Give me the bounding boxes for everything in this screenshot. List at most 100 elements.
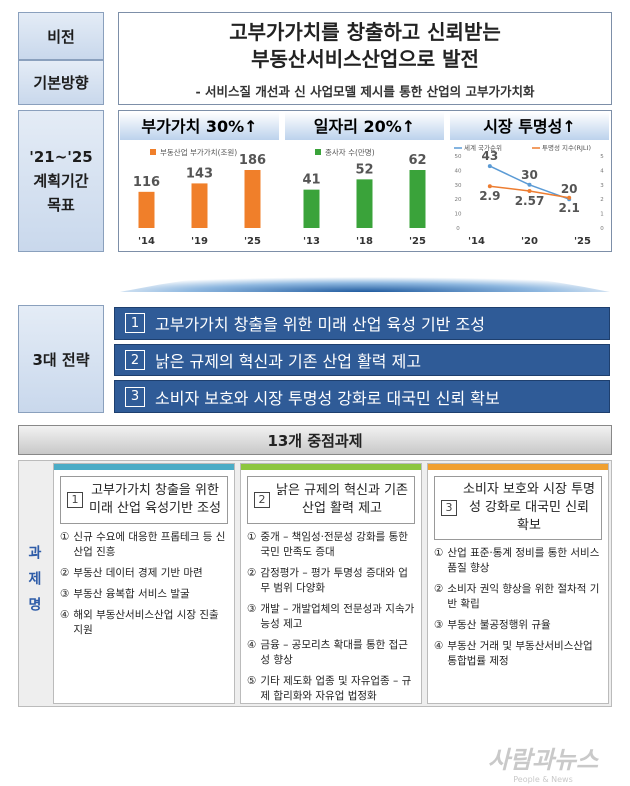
item-marker: ② — [60, 567, 70, 579]
x-tick-label: '14 — [138, 236, 155, 247]
value-label: 143 — [186, 166, 213, 181]
item-text: 소비자 권익 향상을 위한 절차적 기반 확립 — [447, 583, 600, 610]
mini-chart: 일자리 20%↑ '13 '18 '25 종사자 수(만명) 41 52 62 — [285, 112, 444, 247]
item-marker: ③ — [434, 619, 444, 631]
chart-header — [450, 112, 609, 140]
x-tick-label: '19 — [191, 236, 208, 247]
chart-header — [285, 112, 444, 140]
strategy-text: 고부가가치 창출을 위한 미래 산업 육성 기반 조성 — [155, 315, 486, 335]
task-item: ② 부동산 데이터 경제 기반 마련 — [60, 566, 228, 581]
direction-text: - 서비스질 개선과 신 사업모델 제시를 통한 산업의 고부가가치화 — [195, 84, 535, 99]
strategies-list: 1 고부가가치 창출을 위한 미래 산업 육성 기반 조성 2 낡은 규제의 혁신과 … — [114, 307, 610, 414]
item-text: 기타 제도화 업종 및 자유업종 – 규제 합리화와 자유업 법정화 — [260, 675, 412, 702]
point — [527, 182, 532, 187]
watermark-subtitle: People & News — [513, 775, 573, 784]
label-line: 계획기간 — [33, 172, 89, 190]
strategy: 3 소비자 보호와 시장 투명성 강화로 대국민 신뢰 확보 — [114, 380, 610, 414]
task-item: ② 소비자 권익 향상을 위한 절차적 기반 확립 — [434, 582, 602, 612]
bar — [303, 189, 320, 228]
item-marker: ① — [60, 531, 70, 543]
vision-panel: 고부가가치를 창출하고 신뢰받는 부동산서비스산업으로 발전 - 서비스질 개선… — [118, 12, 612, 105]
value-label: 2.1 — [559, 201, 580, 215]
item-marker: ⑤ — [247, 675, 257, 687]
value-label: 62 — [408, 153, 426, 168]
item-text: 금융 – 공모리츠 확대를 통한 접근성 향상 — [260, 639, 408, 666]
item-marker: ④ — [60, 609, 70, 621]
column-header: 2 낡은 규제의 혁신과 기존 산업 활력 제고 — [247, 476, 415, 524]
column-bar — [428, 464, 608, 470]
strategy-text: 낡은 규제의 혁신과 기존 산업 활력 제고 — [155, 352, 422, 371]
watermark: 사람과뉴스 People & News — [468, 740, 618, 784]
item-marker: ③ — [247, 603, 257, 615]
task-item: ② 감정평가 – 평가 투명성 증대와 업무 범위 다양화 — [247, 566, 415, 596]
bar — [138, 191, 155, 228]
value-label: 43 — [481, 149, 498, 163]
item-marker: ④ — [247, 639, 257, 651]
y2-tick-label: 5 — [600, 154, 604, 160]
item-text: 부동산 거래 및 부동산서비스산업 통합법률 제정 — [447, 640, 593, 667]
legend-label: 투명성 지수(RJLI) — [542, 143, 591, 152]
value-label: 116 — [133, 175, 160, 190]
direction-label: 기본방향 — [18, 60, 104, 105]
legend-label: 부동산업 부가가치(조원) — [160, 147, 237, 157]
task-column: 1 고부가가치 창출을 위한 미래 산업 육성기반 조성 ① 신규 수요에 대응한 프… — [53, 463, 235, 704]
x-tick-label: '25 — [244, 236, 261, 247]
transition-shape — [120, 267, 610, 292]
column-number: 3 — [441, 500, 457, 516]
column-number: 1 — [67, 492, 83, 508]
item-text: 개발 – 개발업체의 전문성과 지속가능성 제고 — [260, 603, 415, 630]
item-text: 부동산 불공정행위 규율 — [447, 619, 551, 631]
strategy: 1 고부가가치 창출을 위한 미래 산업 육성 기반 조성 — [114, 307, 610, 340]
y2-tick-label: 0 — [600, 226, 604, 232]
y-tick-label: 10 — [455, 212, 462, 218]
task-item: ③ 개발 – 개발업체의 전문성과 지속가능성 제고 — [247, 602, 415, 632]
y-tick-label: 40 — [455, 168, 462, 174]
column-title: 고부가가치 창출을 위한 미래 산업 육성기반 조성 — [89, 483, 221, 516]
column-bar — [54, 464, 234, 470]
point — [567, 195, 572, 200]
task-item: ① 신규 수요에 대응한 프롭테크 등 신산업 진흥 — [60, 530, 228, 560]
item-text: 신규 수요에 대응한 프롭테크 등 신산업 진흥 — [73, 531, 226, 558]
item-marker: ① — [247, 531, 257, 543]
y2-tick-label: 3 — [600, 183, 604, 189]
strategies-label: 3대 전략 — [18, 305, 104, 413]
point — [487, 184, 492, 189]
label-line: 목표 — [47, 196, 75, 214]
y-tick-label: 30 — [455, 183, 462, 189]
task-item: ⑤ 기타 제도화 업종 및 자유업종 – 규제 합리화와 자유업 법정화 — [247, 674, 415, 704]
bar — [409, 170, 426, 228]
task-item: ③ 부동산 융복합 서비스 발굴 — [60, 587, 228, 602]
value-label: 2.57 — [515, 194, 545, 208]
value-label: 52 — [355, 162, 373, 177]
x-tick-label: '13 — [303, 236, 320, 247]
task-column: 3 소비자 보호와 시장 투명성 강화로 대국민 신뢰 확보 ① 산업 표준·통계 정… — [427, 463, 609, 704]
item-text: 감정평가 – 평가 투명성 증대와 업무 범위 다양화 — [260, 567, 408, 594]
strategy-text: 소비자 보호와 시장 투명성 강화로 대국민 신뢰 확보 — [155, 388, 500, 408]
mini-chart: 부가가치 30%↑ '14 '19 '25 부동산업 부가가치(조원) 116 143 186 — [120, 112, 279, 247]
x-tick-label: '25 — [409, 236, 426, 247]
item-text: 해외 부동산서비스산업 시장 진출 지원 — [73, 609, 219, 636]
targets-panel: 부가가치 30%↑ '14'19'25 부동산업 부가가치(조원) 116 143 186… — [118, 110, 612, 252]
y-tick-label: 50 — [455, 154, 462, 160]
chart-title: 일자리 20%↑ — [314, 117, 415, 136]
strategy: 2 낡은 규제의 혁신과 기존 산업 활력 제고 — [114, 343, 610, 377]
point — [487, 164, 492, 169]
vision-title: 부동산서비스산업으로 발전 — [251, 47, 479, 71]
item-marker: ② — [247, 567, 257, 579]
item-text: 부동산 융복합 서비스 발굴 — [73, 588, 190, 600]
legend-swatch — [315, 149, 321, 155]
task-item: ④ 금융 – 공모리츠 확대를 통한 접근성 향상 — [247, 638, 415, 668]
column-number: 2 — [254, 492, 270, 508]
strategy-number: 3 — [125, 386, 145, 407]
y2-tick-label: 1 — [600, 212, 604, 218]
legend-swatch — [150, 149, 156, 155]
y2-tick-label: 2 — [600, 197, 604, 203]
task-item: ① 산업 표준·통계 정비를 통한 서비스 품질 향상 — [434, 546, 602, 576]
task-item: ③ 부동산 불공정행위 규율 — [434, 618, 602, 633]
x-tick-label: '18 — [356, 236, 373, 247]
vision-label: 비전 — [18, 12, 104, 60]
value-label: 20 — [561, 182, 578, 196]
x-tick-label: '25 — [574, 236, 591, 247]
x-tick-label: '14 — [468, 236, 485, 247]
